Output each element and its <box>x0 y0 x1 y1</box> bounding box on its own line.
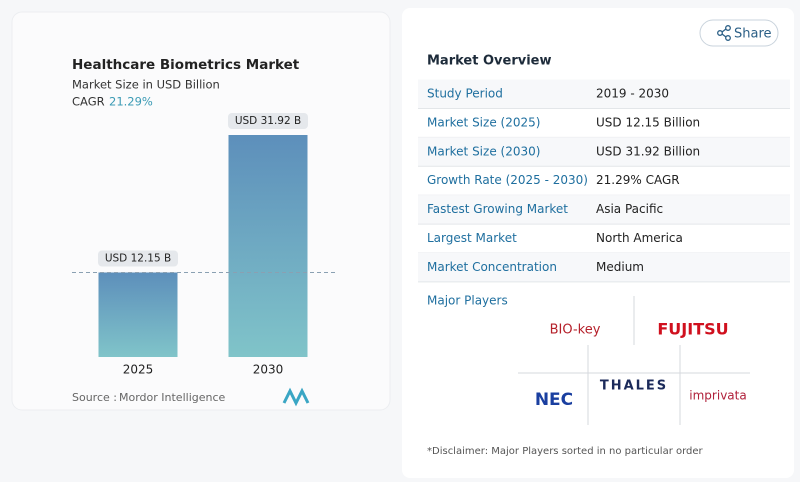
players-grid <box>518 296 750 425</box>
row-label: Market Size (2025) <box>427 115 540 129</box>
player-logo: imprivata <box>689 389 746 403</box>
bar <box>228 135 308 357</box>
x-tick-label: 2025 <box>123 363 154 377</box>
chart-subtitle: Market Size in USD Billion <box>72 78 220 92</box>
overview-title: Market Overview <box>427 54 551 69</box>
cagr-label: CAGR <box>72 95 105 109</box>
share-button[interactable]: Share <box>699 19 779 47</box>
share-icon <box>717 25 731 41</box>
row-value: Asia Pacific <box>596 202 663 216</box>
players-title: Major Players <box>427 294 508 308</box>
row-shade <box>418 137 790 167</box>
bar <box>98 272 178 357</box>
player-logo: THALES <box>600 379 668 394</box>
overview-card <box>402 8 794 478</box>
row-label: Study Period <box>427 87 503 101</box>
chart-title: Healthcare Biometrics Market <box>72 57 300 73</box>
cagr-value: 21.29% <box>109 95 153 109</box>
disclaimer: *Disclaimer: Major Players sorted in no … <box>427 446 704 457</box>
value-label: USD 12.15 B <box>105 252 171 264</box>
row-value: USD 12.15 Billion <box>596 115 700 129</box>
row-shade <box>418 252 790 282</box>
row-shade <box>418 79 790 109</box>
value-label: USD 31.92 B <box>235 115 301 127</box>
value-label-box <box>228 113 308 129</box>
row-value: Medium <box>596 260 644 274</box>
row-label: Largest Market <box>427 231 517 245</box>
value-label-box <box>98 250 178 267</box>
source: Mordor Intelligence <box>119 391 226 404</box>
x-tick-label: 2030 <box>253 363 284 377</box>
row-value: USD 31.92 Billion <box>596 144 700 158</box>
player-logo: FUJITSU <box>657 320 728 339</box>
row-label: Market Concentration <box>427 260 557 274</box>
row-label: Market Size (2030) <box>427 144 540 158</box>
row-label: Fastest Growing Market <box>427 202 568 216</box>
source-label: Source : <box>72 391 117 404</box>
brand-logo <box>282 387 310 407</box>
player-logo: NEC <box>535 390 573 410</box>
player-logo: BIO-key <box>550 323 601 338</box>
share-box[interactable] <box>699 19 779 47</box>
row-value: North America <box>596 231 683 245</box>
row-label: Growth Rate (2025 - 2030) <box>427 173 588 187</box>
row-value: 21.29% CAGR <box>596 173 680 187</box>
row-value: 2019 - 2030 <box>596 87 669 101</box>
row-shade <box>418 195 790 225</box>
share-label[interactable]: Share <box>734 27 772 42</box>
